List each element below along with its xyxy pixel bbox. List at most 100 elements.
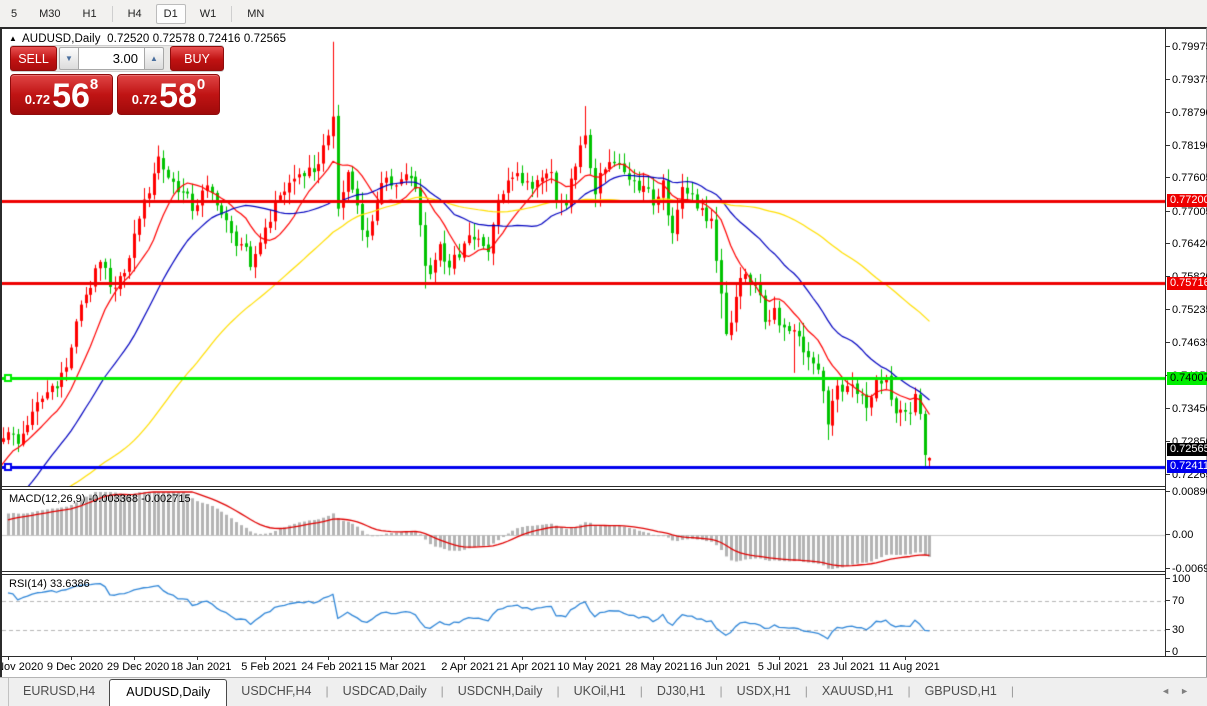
price-tick: 0.77605 — [1166, 172, 1207, 184]
volume-increase-button[interactable]: ▲ — [144, 47, 164, 70]
chart-tab-usdx-h1[interactable]: USDX,H1 — [736, 684, 791, 698]
timeframe-button-5[interactable]: 5 — [11, 7, 18, 20]
axis-tick-mark — [1166, 342, 1170, 344]
chart-tab-usdcnh-daily[interactable]: USDCNH,Daily — [457, 684, 543, 698]
axis-tick-mark — [1166, 407, 1170, 409]
rsi-canvas[interactable] — [2, 575, 1165, 656]
axis-tick-mark — [1166, 243, 1170, 245]
buy-price-button[interactable]: 0.72 58 0 — [117, 74, 220, 115]
axis-tick-mark — [1166, 651, 1170, 652]
date-tick-mark — [134, 657, 136, 660]
buy-button[interactable]: BUY — [170, 46, 224, 71]
tab-separator: | — [907, 684, 911, 698]
price-tick: 0.79975 — [1166, 41, 1207, 53]
chart-title: ▲ AUDUSD,Daily 0.72520 0.72578 0.72416 0.… — [9, 33, 286, 45]
sell-button[interactable]: SELL — [10, 46, 57, 71]
date-tick-label: 23 Jul 2021 — [817, 661, 875, 673]
tab-scroll-left-icon[interactable]: ◄ — [1161, 686, 1181, 696]
date-tick-label: 21 Apr 2021 — [496, 661, 556, 673]
volume-decrease-button[interactable]: ▼ — [59, 47, 79, 70]
date-tick-mark — [653, 657, 655, 660]
axis-tick-mark — [1166, 308, 1170, 310]
panel-divider[interactable] — [2, 571, 1165, 575]
volume-input[interactable] — [79, 47, 144, 70]
timeframe-button-m30[interactable]: M30 — [39, 7, 61, 20]
tab-separator: | — [1010, 684, 1014, 698]
axis-tick-mark — [1166, 177, 1170, 179]
sell-price-pip: 8 — [89, 76, 99, 93]
tab-sliver — [0, 678, 9, 706]
panel-divider[interactable] — [2, 486, 1165, 490]
axis-tick-mark — [1166, 534, 1170, 536]
macd-panel: MACD(12,26,9) -0.003368 -0.002715 — [2, 490, 1165, 571]
price-tick: 0.77005 — [1166, 206, 1207, 218]
timeframe-button-h1[interactable]: H1 — [82, 7, 97, 20]
price-chart-panel: ▲ AUDUSD,Daily 0.72520 0.72578 0.72416 0.… — [2, 29, 1165, 486]
timeframe-button-h4[interactable]: H4 — [127, 7, 142, 20]
chart-tab-gbpusd-h1[interactable]: GBPUSD,H1 — [924, 684, 997, 698]
date-tick-mark — [905, 657, 907, 660]
chart-tab-ukoil-h1[interactable]: UKOil,H1 — [573, 684, 626, 698]
macd-canvas[interactable] — [2, 490, 1165, 571]
date-tick-mark — [71, 657, 73, 660]
buy-price-prefix: 0.72 — [131, 92, 158, 107]
date-tick-mark — [328, 657, 330, 660]
timeframe-button-d1[interactable]: D1 — [155, 3, 186, 24]
date-tick-label: 16 Jun 2021 — [689, 661, 751, 673]
chart-tab-audusd-daily[interactable]: AUDUSD,Daily — [109, 679, 228, 706]
date-tick-mark — [391, 657, 393, 660]
date-tick-mark — [463, 657, 465, 660]
date-tick-label: 5 Feb 2021 — [241, 661, 297, 673]
axis-tick-mark — [1166, 441, 1170, 443]
axis-tick-mark — [1166, 629, 1170, 631]
tab-scroll-right-icon[interactable]: ► — [1180, 686, 1199, 696]
chart-tab-eurusd-h4[interactable]: EURUSD,H4 — [23, 684, 96, 698]
date-tick-mark — [265, 657, 267, 660]
buy-price-pip: 0 — [196, 76, 206, 93]
date-tick-mark — [716, 657, 718, 660]
chart-tab-bar: EURUSD,H4 AUDUSD,Daily USDCHF,H4 | USDCAD,Da… — [0, 677, 1207, 706]
tab-separator: | — [556, 684, 560, 698]
macd-axis-tick: 0.008903 — [1166, 486, 1207, 498]
sell-price-button[interactable]: 0.72 56 8 — [10, 74, 113, 115]
sell-price-prefix: 0.72 — [24, 92, 51, 107]
date-tick-label: 11 Aug 2021 — [878, 661, 940, 673]
date-tick-mark — [522, 657, 524, 660]
macd-axis-tick: -0.00697 — [1166, 563, 1207, 575]
hline-price-label: 0.75716 — [1167, 276, 1207, 290]
date-tick-label: 10 May 2021 — [557, 661, 621, 673]
price-tick: 0.79375 — [1166, 74, 1207, 86]
tab-separator: | — [325, 684, 329, 698]
axis-tick-mark — [1166, 145, 1170, 147]
timeframe-button-w1[interactable]: W1 — [199, 7, 217, 20]
rsi-axis-tick: 30 — [1166, 624, 1184, 636]
date-tick-label: 5 Jul 2021 — [757, 661, 809, 673]
chart-expand-icon[interactable]: ▲ — [9, 34, 18, 43]
timeframe-toolbar: 5 M30 H1 H4 D1 W1 MN — [0, 0, 1207, 27]
toolbar-separator — [111, 5, 113, 22]
hline-price-label: 0.74007 — [1167, 371, 1207, 385]
chart-tab-dj30-h1[interactable]: DJ30,H1 — [656, 684, 706, 698]
chart-tab-xauusd-h1[interactable]: XAUUSD,H1 — [821, 684, 894, 698]
axis-tick-mark — [1166, 210, 1170, 212]
hline-price-label: 0.77200 — [1167, 194, 1207, 208]
date-tick-label: 29 Dec 2020 — [106, 661, 170, 673]
tab-separator: | — [804, 684, 808, 698]
chart-tab-usdchf-h4[interactable]: USDCHF,H4 — [241, 684, 312, 698]
current-price-label: 0.72565 — [1167, 442, 1207, 456]
tab-separator: | — [639, 684, 643, 698]
axis-tick-mark — [1166, 578, 1170, 579]
macd-values: -0.003368 -0.002715 — [88, 493, 191, 505]
tab-separator: | — [719, 684, 723, 698]
price-tick: 0.75235 — [1166, 304, 1207, 316]
chart-ohlc: 0.72520 0.72578 0.72416 0.72565 — [107, 33, 287, 45]
chart-tab-usdcad-daily[interactable]: USDCAD,Daily — [342, 684, 427, 698]
timeframe-button-mn[interactable]: MN — [247, 7, 265, 20]
date-tick-mark — [779, 657, 781, 660]
